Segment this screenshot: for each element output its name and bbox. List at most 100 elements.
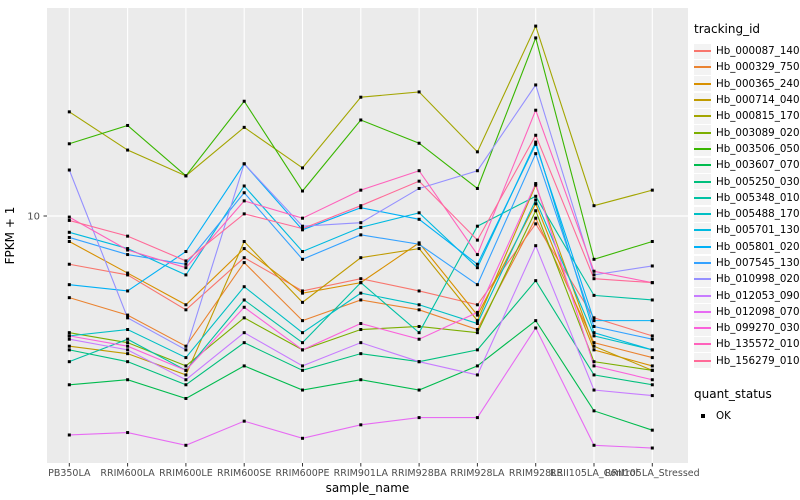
data-point (475, 310, 479, 314)
data-point (67, 331, 71, 335)
data-point (67, 283, 71, 287)
legend-color-line (694, 164, 711, 167)
legend-entry: Hb_003089_020 (694, 124, 800, 141)
data-point (534, 326, 538, 330)
data-point (184, 383, 188, 387)
data-point (184, 174, 188, 178)
data-point (359, 298, 363, 302)
legend-entry-label: Hb_000815_170 (716, 110, 800, 123)
legend-color-line (694, 262, 711, 264)
legend-key-swatch (694, 59, 711, 75)
data-point (184, 262, 188, 266)
data-point (126, 431, 130, 435)
data-point (592, 257, 596, 261)
legend-color-line (694, 213, 711, 216)
data-point (184, 266, 188, 270)
data-point (242, 285, 246, 289)
data-point (359, 281, 363, 285)
data-point (126, 328, 130, 332)
legend-key-swatch (694, 222, 711, 238)
data-point (359, 95, 363, 99)
data-point (184, 356, 188, 360)
data-point (301, 289, 304, 293)
legend-key-swatch (694, 288, 711, 304)
legend-entry: Hb_000087_140 (694, 43, 800, 59)
legend-entry-label: Hb_005488_170 (716, 208, 800, 221)
data-point (301, 348, 304, 352)
data-point (359, 225, 363, 229)
data-point (534, 244, 538, 248)
data-point (359, 118, 363, 122)
legend-color-line (694, 359, 711, 362)
data-point (126, 253, 130, 257)
data-point (534, 108, 538, 112)
legend-color-line (694, 278, 711, 281)
legend-entry: Hb_005801_020 (694, 239, 800, 255)
data-point (184, 368, 188, 372)
data-point (534, 83, 538, 87)
data-point (475, 313, 479, 317)
data-point (475, 238, 479, 242)
data-point (650, 428, 654, 432)
data-point (475, 169, 479, 173)
x-axis-title: sample_name (326, 481, 410, 495)
data-point (184, 378, 188, 382)
data-point (359, 322, 363, 326)
legend-entry-label: Hb_007545_130 (716, 257, 800, 269)
legend-entry-label: Hb_000087_140 (716, 45, 800, 58)
data-point (67, 383, 71, 387)
data-point (301, 216, 304, 220)
data-point (475, 150, 479, 154)
data-point (592, 293, 596, 297)
data-point (534, 209, 538, 213)
data-point (67, 433, 71, 437)
legend-entry: Hb_007545_130 (694, 255, 800, 271)
data-point (359, 256, 363, 260)
data-point (242, 247, 246, 251)
data-point (242, 364, 246, 368)
data-point (242, 331, 246, 335)
data-point (242, 419, 246, 423)
legend-color-line (694, 310, 711, 313)
data-point (359, 277, 363, 281)
legend-entry: Hb_010998_020 (694, 271, 800, 287)
data-point (126, 123, 130, 127)
quant-status-legend-title: quant_status (694, 386, 772, 401)
data-point (650, 334, 654, 338)
data-point (650, 188, 654, 192)
legend-entry: Hb_099270_030 (694, 320, 800, 336)
legend-entry: Hb_012053_090 (694, 287, 800, 304)
data-point (592, 388, 596, 392)
data-point (126, 337, 130, 341)
legend-entry-label: Hb_099270_030 (716, 322, 800, 335)
data-point (592, 316, 596, 320)
data-point (67, 230, 71, 234)
chart-legend: tracking_id Hb_000087_140 Hb_000329_750 Hb… (694, 22, 800, 424)
legend-key-swatch (694, 206, 711, 222)
data-point (359, 204, 363, 208)
legend-entry: Hb_003506_050 (694, 141, 800, 157)
data-point (592, 409, 596, 413)
x-tick-label: RRIM600LA (100, 468, 155, 479)
legend-entry: Hb_005701_130 (694, 222, 800, 238)
data-point (475, 328, 479, 332)
data-point (650, 383, 654, 387)
data-point (417, 360, 421, 364)
data-point (242, 316, 246, 320)
legend-key-swatch (694, 174, 711, 190)
quant-legend-label: OK (716, 410, 731, 423)
data-point (242, 212, 246, 216)
data-point (534, 152, 538, 156)
legend-entry-label: Hb_135572_010 (716, 338, 800, 351)
legend-entry-label: Hb_012053_090 (716, 289, 800, 302)
quant-key-swatch (694, 408, 711, 424)
data-point (592, 334, 596, 338)
legend-key-swatch (694, 271, 711, 287)
data-point (242, 162, 246, 166)
data-point (417, 324, 421, 328)
data-point (534, 142, 538, 146)
data-point (242, 261, 246, 265)
data-point (301, 368, 304, 372)
data-point (592, 348, 596, 352)
data-point (184, 373, 188, 377)
